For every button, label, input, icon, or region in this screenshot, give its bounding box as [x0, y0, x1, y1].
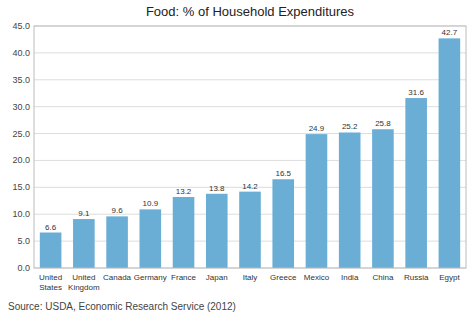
y-tick-label: 0.0 — [17, 263, 30, 273]
bar — [239, 192, 261, 268]
x-tick-label: Italy — [243, 273, 258, 282]
x-tick-label: Germany — [134, 273, 167, 282]
y-tick-label: 40.0 — [12, 48, 30, 58]
x-tick-label-line: India — [341, 273, 359, 282]
data-label: 13.8 — [209, 184, 225, 193]
y-tick-label: 30.0 — [12, 102, 30, 112]
bar — [372, 129, 394, 268]
plot-frame — [34, 26, 466, 268]
x-tick-label-line: United — [39, 273, 62, 282]
bar — [106, 216, 128, 268]
bar — [173, 197, 195, 268]
grid-line — [34, 79, 466, 80]
data-label: 25.2 — [342, 122, 358, 131]
x-tick-label-line: States — [39, 283, 62, 292]
title: Food: % of Household Expenditures — [146, 4, 355, 19]
x-tick-label: Canada — [103, 273, 132, 282]
x-tick-label-line: United — [72, 273, 95, 282]
grid-line — [34, 160, 466, 161]
bar — [206, 194, 228, 268]
y-tick-label: 20.0 — [12, 155, 30, 165]
bar — [73, 219, 95, 268]
x-tick-label-line: Canada — [103, 273, 132, 282]
grid-line — [34, 133, 466, 134]
bar — [140, 209, 162, 268]
x-tick-label-line: Egypt — [439, 273, 460, 282]
bar — [339, 132, 361, 268]
x-tick-label: UnitedKingdom — [68, 273, 100, 292]
x-tick-label-line: Germany — [134, 273, 167, 282]
y-tick-label: 25.0 — [12, 129, 30, 139]
data-label: 25.8 — [375, 119, 391, 128]
data-label: 31.6 — [408, 88, 424, 97]
chart: Food: % of Household Expenditures 0.0 5.0 1… — [0, 0, 474, 316]
y-tick-label: 10.0 — [12, 209, 30, 219]
y-tick-label: 35.0 — [12, 75, 30, 85]
grid — [34, 26, 466, 268]
data-label: 6.6 — [45, 223, 57, 232]
x-tick-label-line: Kingdom — [68, 283, 100, 292]
bars — [40, 38, 460, 268]
grid-line — [34, 52, 466, 53]
data-label: 42.7 — [442, 28, 458, 37]
y-tick-label: 15.0 — [12, 182, 30, 192]
source: Source: USDA, Economic Research Service … — [8, 301, 236, 312]
grid-line — [34, 106, 466, 107]
x-tick-label-line: Italy — [243, 273, 258, 282]
x-tick-label-line: Japan — [206, 273, 228, 282]
bar — [439, 38, 461, 268]
x-tick-label: Greece — [270, 273, 297, 282]
bar — [272, 179, 294, 268]
y-tick-label: 45.0 — [12, 21, 30, 31]
x-tick-label-line: Greece — [270, 273, 297, 282]
data-label: 16.5 — [275, 169, 291, 178]
x-tick-label: India — [341, 273, 359, 282]
x-tick-label: France — [171, 273, 196, 282]
data-label: 13.2 — [176, 187, 192, 196]
bar — [405, 98, 427, 268]
x-tick-label: UnitedStates — [39, 273, 62, 292]
x-tick-label-line: China — [372, 273, 393, 282]
x-tick-label: Egypt — [439, 273, 460, 282]
x-tick-label-line: Mexico — [304, 273, 330, 282]
bar — [306, 134, 328, 268]
data-label: 24.9 — [309, 124, 325, 133]
bar — [40, 233, 62, 268]
x-tick-label-line: Russia — [404, 273, 429, 282]
data-label: 14.2 — [242, 182, 258, 191]
x-tick-label: Japan — [206, 273, 228, 282]
data-label: 9.1 — [78, 209, 90, 218]
x-tick-label: Mexico — [304, 273, 330, 282]
x-tick-label-line: France — [171, 273, 196, 282]
x-tick-label: China — [372, 273, 393, 282]
y-tick-label: 5.0 — [17, 236, 30, 246]
data-label: 9.6 — [112, 206, 124, 215]
data-label: 10.9 — [143, 199, 159, 208]
x-tick-label: Russia — [404, 273, 429, 282]
